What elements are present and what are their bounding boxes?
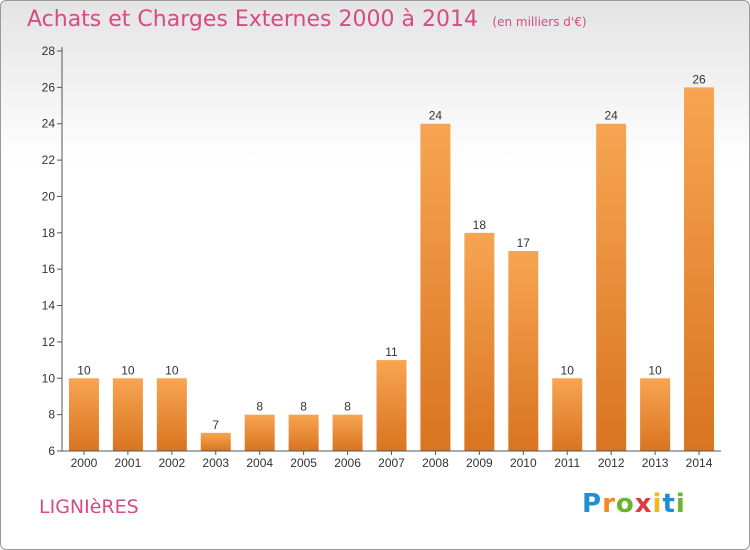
y-tick-label: 12 (42, 335, 56, 349)
bar (596, 123, 627, 452)
bar (376, 360, 407, 451)
x-tick-label: 2011 (554, 456, 580, 470)
bar (68, 378, 99, 451)
bar (112, 378, 143, 451)
logo-letter: P (582, 489, 603, 519)
x-tick-label: 2002 (158, 456, 185, 470)
y-tick-label: 16 (42, 262, 56, 276)
y-tick-label: 28 (42, 44, 56, 58)
y-tick-label: 22 (42, 153, 56, 167)
data-label: 7 (212, 418, 219, 432)
commune-name: LIGNIèRES (39, 496, 139, 518)
bar (244, 414, 275, 451)
logo-letter: t (662, 489, 676, 519)
x-tick-label: 2006 (334, 456, 361, 470)
data-label: 8 (300, 400, 307, 414)
data-label: 10 (648, 363, 662, 377)
logo-letter: i (675, 489, 686, 519)
y-tick-label: 26 (42, 80, 56, 94)
bar (552, 378, 583, 451)
y-tick-label: 24 (42, 117, 56, 131)
bar (420, 123, 451, 452)
bar (508, 251, 539, 451)
data-label: 10 (121, 363, 135, 377)
logo-letter: r (602, 489, 616, 519)
proxiti-logo: Proxiti (582, 489, 686, 519)
data-label: 24 (604, 109, 618, 123)
bar (684, 87, 715, 451)
data-label: 10 (77, 363, 91, 377)
x-tick-label: 2005 (290, 456, 317, 470)
data-label: 26 (692, 72, 706, 86)
y-tick-label: 8 (48, 408, 55, 422)
data-label: 17 (517, 236, 531, 250)
x-tick-label: 2001 (115, 456, 142, 470)
x-tick-label: 2007 (378, 456, 405, 470)
y-tick-label: 14 (42, 299, 56, 313)
y-tick-label: 20 (42, 189, 56, 203)
x-tick-label: 2009 (466, 456, 493, 470)
logo-letter: o (615, 489, 635, 519)
logo-letter: i (652, 489, 663, 519)
data-label: 11 (385, 345, 398, 359)
x-tick-label: 2004 (246, 456, 273, 470)
x-tick-label: 2010 (510, 456, 537, 470)
data-label: 8 (344, 400, 351, 414)
bar (464, 232, 495, 451)
x-tick-label: 2008 (422, 456, 449, 470)
data-label: 10 (165, 363, 179, 377)
logo-letter: x (634, 489, 653, 519)
bar (640, 378, 671, 451)
bar (288, 414, 319, 451)
bar (332, 414, 363, 451)
bar (156, 378, 187, 451)
chart-title: Achats et Charges Externes 2000 à 2014 (27, 7, 478, 32)
chart-header: Achats et Charges Externes 2000 à 2014 (… (27, 7, 587, 32)
x-tick-label: 2012 (598, 456, 625, 470)
bar (200, 432, 231, 451)
y-tick-label: 10 (42, 371, 56, 385)
data-label: 8 (256, 400, 263, 414)
data-label: 10 (561, 363, 575, 377)
chart-unit: (en milliers d'€) (492, 15, 587, 29)
x-tick-label: 2013 (642, 456, 669, 470)
x-tick-label: 2003 (202, 456, 229, 470)
y-tick-label: 6 (48, 444, 55, 458)
x-tick-label: 2014 (686, 456, 713, 470)
data-label: 24 (429, 109, 443, 123)
x-tick-label: 2000 (71, 456, 98, 470)
data-label: 18 (473, 218, 487, 232)
y-tick-label: 18 (42, 226, 56, 240)
